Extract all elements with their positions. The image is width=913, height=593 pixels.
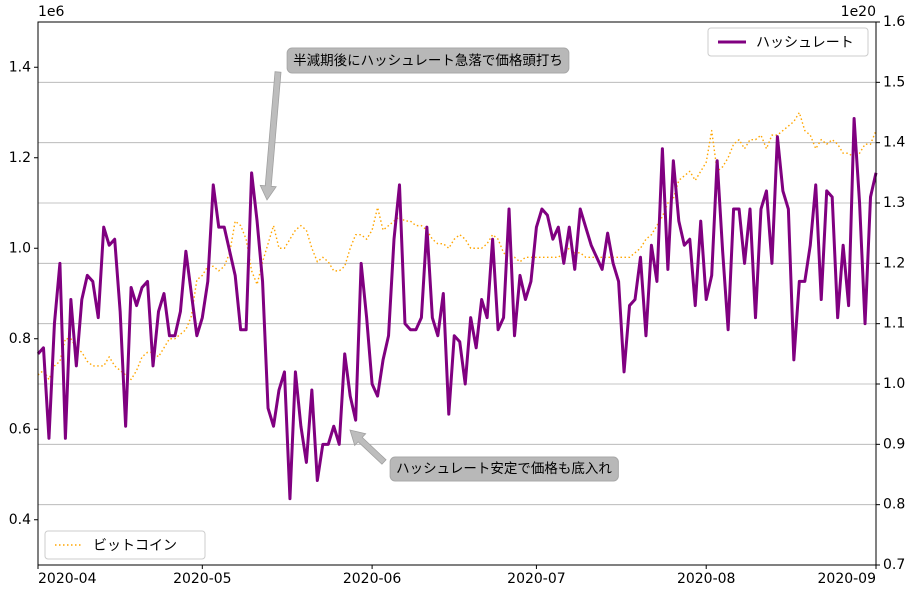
y2-tick-label: 1.4 <box>883 135 905 151</box>
legend: ビットコイン <box>44 530 206 560</box>
y-tick-label: 0.4 <box>9 512 31 528</box>
x-tick-label: 2020-05 <box>173 571 232 587</box>
legend-label: ビットコイン <box>93 538 177 554</box>
legend-box <box>707 27 869 57</box>
x-tick-label: 2020-08 <box>677 571 736 587</box>
x-tick-label: 2020-09 <box>818 571 877 587</box>
y-tick-label: 1.0 <box>9 240 31 256</box>
x-tick-label: 2020-07 <box>507 571 566 587</box>
y-tick-label: 1.2 <box>9 150 31 166</box>
y2-tick-label: 1.3 <box>883 195 905 211</box>
y2-tick-label: 0.7 <box>883 557 905 573</box>
annotation-box <box>286 47 570 74</box>
legend-box <box>44 530 206 560</box>
y2-tick-label: 1.1 <box>883 316 905 332</box>
y-tick-label: 1.4 <box>9 59 31 75</box>
y2-tick-label: 0.8 <box>883 497 905 513</box>
legend: ハッシュレート <box>707 27 869 57</box>
x-tick-label: 2020-04 <box>38 571 97 587</box>
data-line <box>37 111 877 381</box>
annotation-arrow <box>349 429 387 465</box>
annotation-text: 半減期後にハッシュレート急落で価格頭打ち <box>293 52 563 69</box>
y-offset-label: 1e6 <box>38 4 65 20</box>
y2-tick-label: 1.2 <box>883 255 905 271</box>
y2-tick-label: 1.6 <box>883 14 905 30</box>
annotation-box <box>389 456 619 482</box>
legend-label: ハッシュレート <box>756 35 854 51</box>
data-line <box>36 117 878 501</box>
annotation-arrow <box>259 71 282 201</box>
y2-tick-label: 0.9 <box>883 436 905 452</box>
y2-tick-label: 1.5 <box>883 74 905 90</box>
y2-tick-label: 1.0 <box>883 376 905 392</box>
y2-offset-label: 1e20 <box>841 4 876 20</box>
annotation: 半減期後にハッシュレート急落で価格頭打ち <box>286 47 570 74</box>
annotation-text: ハッシュレート安定で価格も底入れ <box>396 461 612 477</box>
annotation: ハッシュレート安定で価格も底入れ <box>389 456 619 482</box>
plot-frame <box>37 21 877 566</box>
y-tick-label: 0.6 <box>9 421 31 437</box>
x-tick-label: 2020-06 <box>343 571 402 587</box>
y-tick-label: 0.8 <box>9 331 31 347</box>
